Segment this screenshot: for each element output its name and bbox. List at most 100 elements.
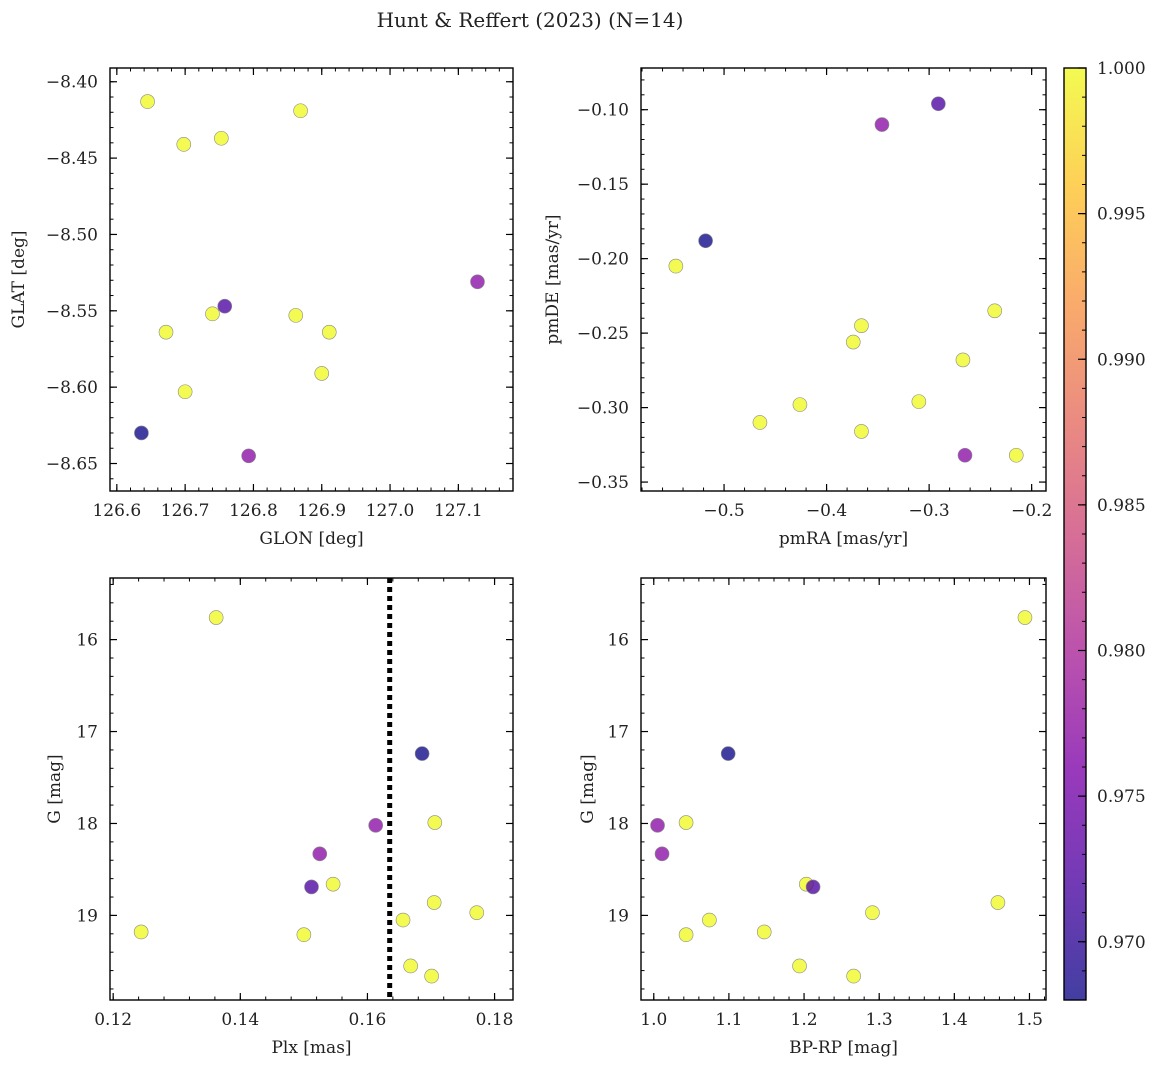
panel-plx-g: 0.12 0.14 0.16 0.18 16 17 18 19 Plx [mas] G [mag]	[45, 577, 514, 1058]
colorbar-tick-label: 0.980	[1097, 642, 1146, 662]
colorbar-tick-label: 0.995	[1097, 205, 1146, 225]
data-point	[424, 968, 439, 984]
data-point	[321, 324, 337, 340]
data-point	[752, 415, 768, 430]
y-tick-label: 18	[607, 814, 629, 834]
data-point	[702, 912, 717, 928]
axes-frame	[109, 577, 514, 1001]
x-tick-label: 0.18	[476, 1010, 514, 1030]
y-tick-label: −8.65	[46, 455, 98, 475]
axes-frame	[640, 577, 1047, 1001]
figure-title: Hunt & Reffert (2023) (N=14)	[377, 8, 684, 32]
x-tick-label: −0.2	[1011, 501, 1052, 521]
x-tick-label: 126.8	[229, 501, 278, 521]
x-tick-label: 126.9	[297, 501, 346, 521]
data-point	[957, 447, 973, 463]
x-tick-label: 1.1	[715, 1010, 742, 1030]
colorbar-tick-label: 0.970	[1097, 933, 1146, 953]
data-point	[414, 746, 430, 761]
data-point	[325, 876, 341, 892]
data-point	[177, 384, 193, 400]
data-point	[205, 306, 220, 322]
data-point	[158, 324, 174, 340]
y-tick-label: 19	[76, 906, 98, 926]
data-point	[792, 397, 808, 412]
y-tick-label: −0.10	[577, 101, 629, 121]
data-point	[312, 846, 328, 862]
data-point	[304, 879, 319, 895]
data-point	[133, 924, 149, 940]
data-point	[720, 746, 736, 761]
data-point	[1008, 447, 1024, 463]
y-tick-label: −8.40	[46, 73, 98, 93]
data-point	[469, 905, 485, 920]
colorbar: 0.970 0.975 0.980 0.985 0.990 0.995 1.000	[1063, 59, 1146, 1001]
x-tick-label: 0.14	[221, 1010, 259, 1030]
data-point	[403, 958, 418, 974]
y-tick-label: −8.50	[46, 225, 98, 245]
x-tick-label: 1.0	[640, 1010, 667, 1030]
data-point	[427, 815, 443, 830]
data-point	[134, 425, 149, 441]
y-axis-label: pmDE [mas/yr]	[543, 214, 563, 344]
y-tick-label: −0.35	[577, 473, 629, 493]
data-point	[140, 94, 155, 109]
data-point	[854, 318, 869, 333]
y-tick-label: −8.55	[46, 302, 98, 322]
y-tick-label: 19	[607, 906, 629, 926]
y-tick-label: −0.30	[577, 399, 629, 419]
data-point	[650, 818, 665, 833]
panel-glon-glat: 126.6 126.7 126.8 126.9 127.0 127.1 −8.40 −8.45…	[9, 67, 514, 549]
x-tick-label: 0.16	[349, 1010, 387, 1030]
data-point	[865, 905, 880, 920]
data-point	[911, 394, 927, 409]
x-tick-label: 127.0	[366, 501, 415, 521]
axes-frame	[109, 67, 514, 492]
x-tick-label: −0.4	[806, 501, 847, 521]
y-axis-label: G [mag]	[578, 754, 598, 823]
data-point	[395, 912, 411, 928]
x-tick-label: 0.12	[94, 1010, 132, 1030]
x-tick-label: 127.1	[434, 501, 483, 521]
colorbar-tick-label: 1.000	[1097, 59, 1146, 79]
x-tick-label: 1.4	[941, 1010, 968, 1030]
data-point	[792, 958, 807, 974]
data-point	[668, 258, 684, 274]
data-point	[955, 352, 971, 368]
data-point	[678, 927, 694, 943]
x-axis-label: Plx [mas]	[271, 1038, 351, 1058]
x-axis-label: GLON [deg]	[259, 529, 363, 549]
x-tick-label: 126.7	[161, 501, 210, 521]
data-point	[288, 308, 304, 323]
data-point	[805, 879, 821, 895]
y-tick-label: 16	[76, 631, 98, 651]
y-axis-label: G [mag]	[45, 754, 65, 823]
data-point	[990, 895, 1006, 910]
y-tick-label: 16	[607, 631, 629, 651]
data-point	[845, 334, 861, 350]
data-point	[214, 130, 229, 146]
x-tick-label: −0.5	[703, 501, 744, 521]
y-tick-label: −8.60	[46, 378, 98, 398]
colorbar-tick-label: 0.990	[1097, 350, 1146, 370]
x-tick-label: −0.3	[908, 501, 949, 521]
colorbar-tick-label: 0.985	[1097, 496, 1146, 516]
x-axis-label: pmRA [mas/yr]	[779, 529, 908, 549]
y-axis-label: GLAT [deg]	[9, 230, 29, 328]
y-tick-label: −0.25	[577, 324, 629, 344]
data-point	[846, 968, 861, 984]
data-point	[470, 274, 485, 290]
data-point	[987, 303, 1003, 319]
x-tick-label: 1.3	[866, 1010, 893, 1030]
data-point	[217, 298, 233, 314]
data-point	[678, 815, 694, 830]
y-tick-label: 18	[76, 814, 98, 834]
data-point	[241, 448, 256, 464]
data-point	[756, 924, 772, 940]
x-tick-label: 1.5	[1016, 1010, 1043, 1030]
panel-bprp-g: 1.0 1.1 1.2 1.3 1.4 1.5 16 17 18 19 BP-RP [mag] G […	[578, 577, 1047, 1058]
data-point	[426, 895, 442, 910]
x-tick-label: 1.2	[791, 1010, 818, 1030]
x-tick-label: 126.6	[92, 501, 141, 521]
